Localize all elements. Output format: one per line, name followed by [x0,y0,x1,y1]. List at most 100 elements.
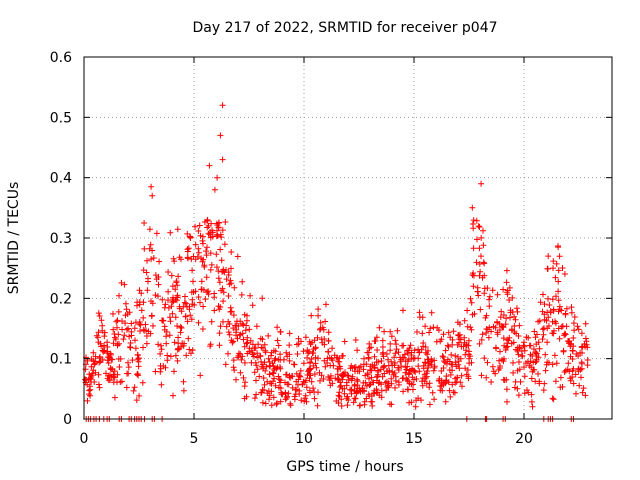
data-point [203,248,209,255]
data-point [404,358,411,365]
data-point [95,329,102,336]
data-point [286,357,293,364]
data-point [219,268,226,275]
data-point [223,323,230,330]
data-point [408,352,415,358]
data-point [199,326,206,332]
data-point [204,224,211,231]
data-point [378,358,385,364]
data-point [489,287,496,294]
data-point [247,337,254,344]
data-point [231,284,238,291]
x-tick-label: 0 [80,431,89,447]
data-point [282,396,289,403]
data-point [257,353,264,360]
data-point [310,385,317,392]
data-point [476,340,483,347]
data-point [486,296,493,303]
data-point [148,256,155,263]
data-point [541,380,548,387]
data-point [228,249,235,255]
data-point [174,282,181,289]
data-point [155,341,162,348]
data-point [114,371,121,378]
data-point [354,347,361,354]
data-point [415,346,422,353]
data-point [214,174,221,181]
data-point [258,363,265,370]
data-point [153,276,160,283]
axis-ticks: 0 0.1 0.2 0.3 0.4 0.5 0.6 0 5 10 15 20 [50,50,612,447]
data-point [426,384,433,391]
data-point [368,367,375,374]
data-point [469,272,476,278]
data-point [128,320,135,327]
data-point [266,358,273,365]
data-point [479,331,486,338]
data-point [233,376,239,383]
data-point [99,322,106,329]
data-point [238,356,245,363]
data-point [426,401,433,408]
data-point [222,219,229,225]
data-point [528,375,535,382]
data-point [498,323,505,329]
data-point [430,367,437,374]
data-point [258,389,265,396]
data-point [274,337,281,344]
data-point [500,312,507,318]
data-point [403,375,410,382]
data-point [99,327,106,334]
data-point [215,219,222,226]
data-point [129,357,136,364]
data-point [373,359,380,366]
data-point [317,319,324,326]
data-point [159,296,166,303]
data-point [113,318,120,325]
data-point [442,347,449,354]
data-point [213,264,220,271]
data-point [504,398,510,405]
data-point [182,313,189,320]
data-point [230,338,237,345]
data-point [467,353,474,360]
data-point [190,278,196,285]
data-point [463,347,469,354]
data-point [387,340,394,347]
data-point [416,349,423,356]
data-point [435,327,442,334]
data-point [242,379,249,386]
data-point [262,367,269,374]
data-point [482,314,489,321]
data-point [531,328,538,335]
data-point [155,293,161,300]
data-point [259,295,266,302]
data-point [237,369,244,376]
data-point [516,322,523,329]
data-point [231,367,238,374]
data-point [404,347,411,354]
data-point [111,394,118,401]
data-point [379,337,386,344]
data-point [507,314,513,321]
data-point [205,230,212,237]
data-point [369,361,376,368]
data-point [284,393,291,400]
data-point [293,386,300,393]
data-point [195,249,202,256]
data-point [207,341,214,348]
data-point [226,321,233,327]
data-point [165,269,172,275]
data-point [441,358,448,364]
data-point [562,367,569,374]
data-point [397,358,404,365]
data-point [167,229,174,236]
data-point [176,303,183,310]
data-point [391,370,398,376]
data-point [412,403,419,410]
data-point [265,355,272,362]
data-point [584,357,591,363]
data-point [519,353,525,360]
data-point [185,245,192,252]
data-point [502,321,509,328]
